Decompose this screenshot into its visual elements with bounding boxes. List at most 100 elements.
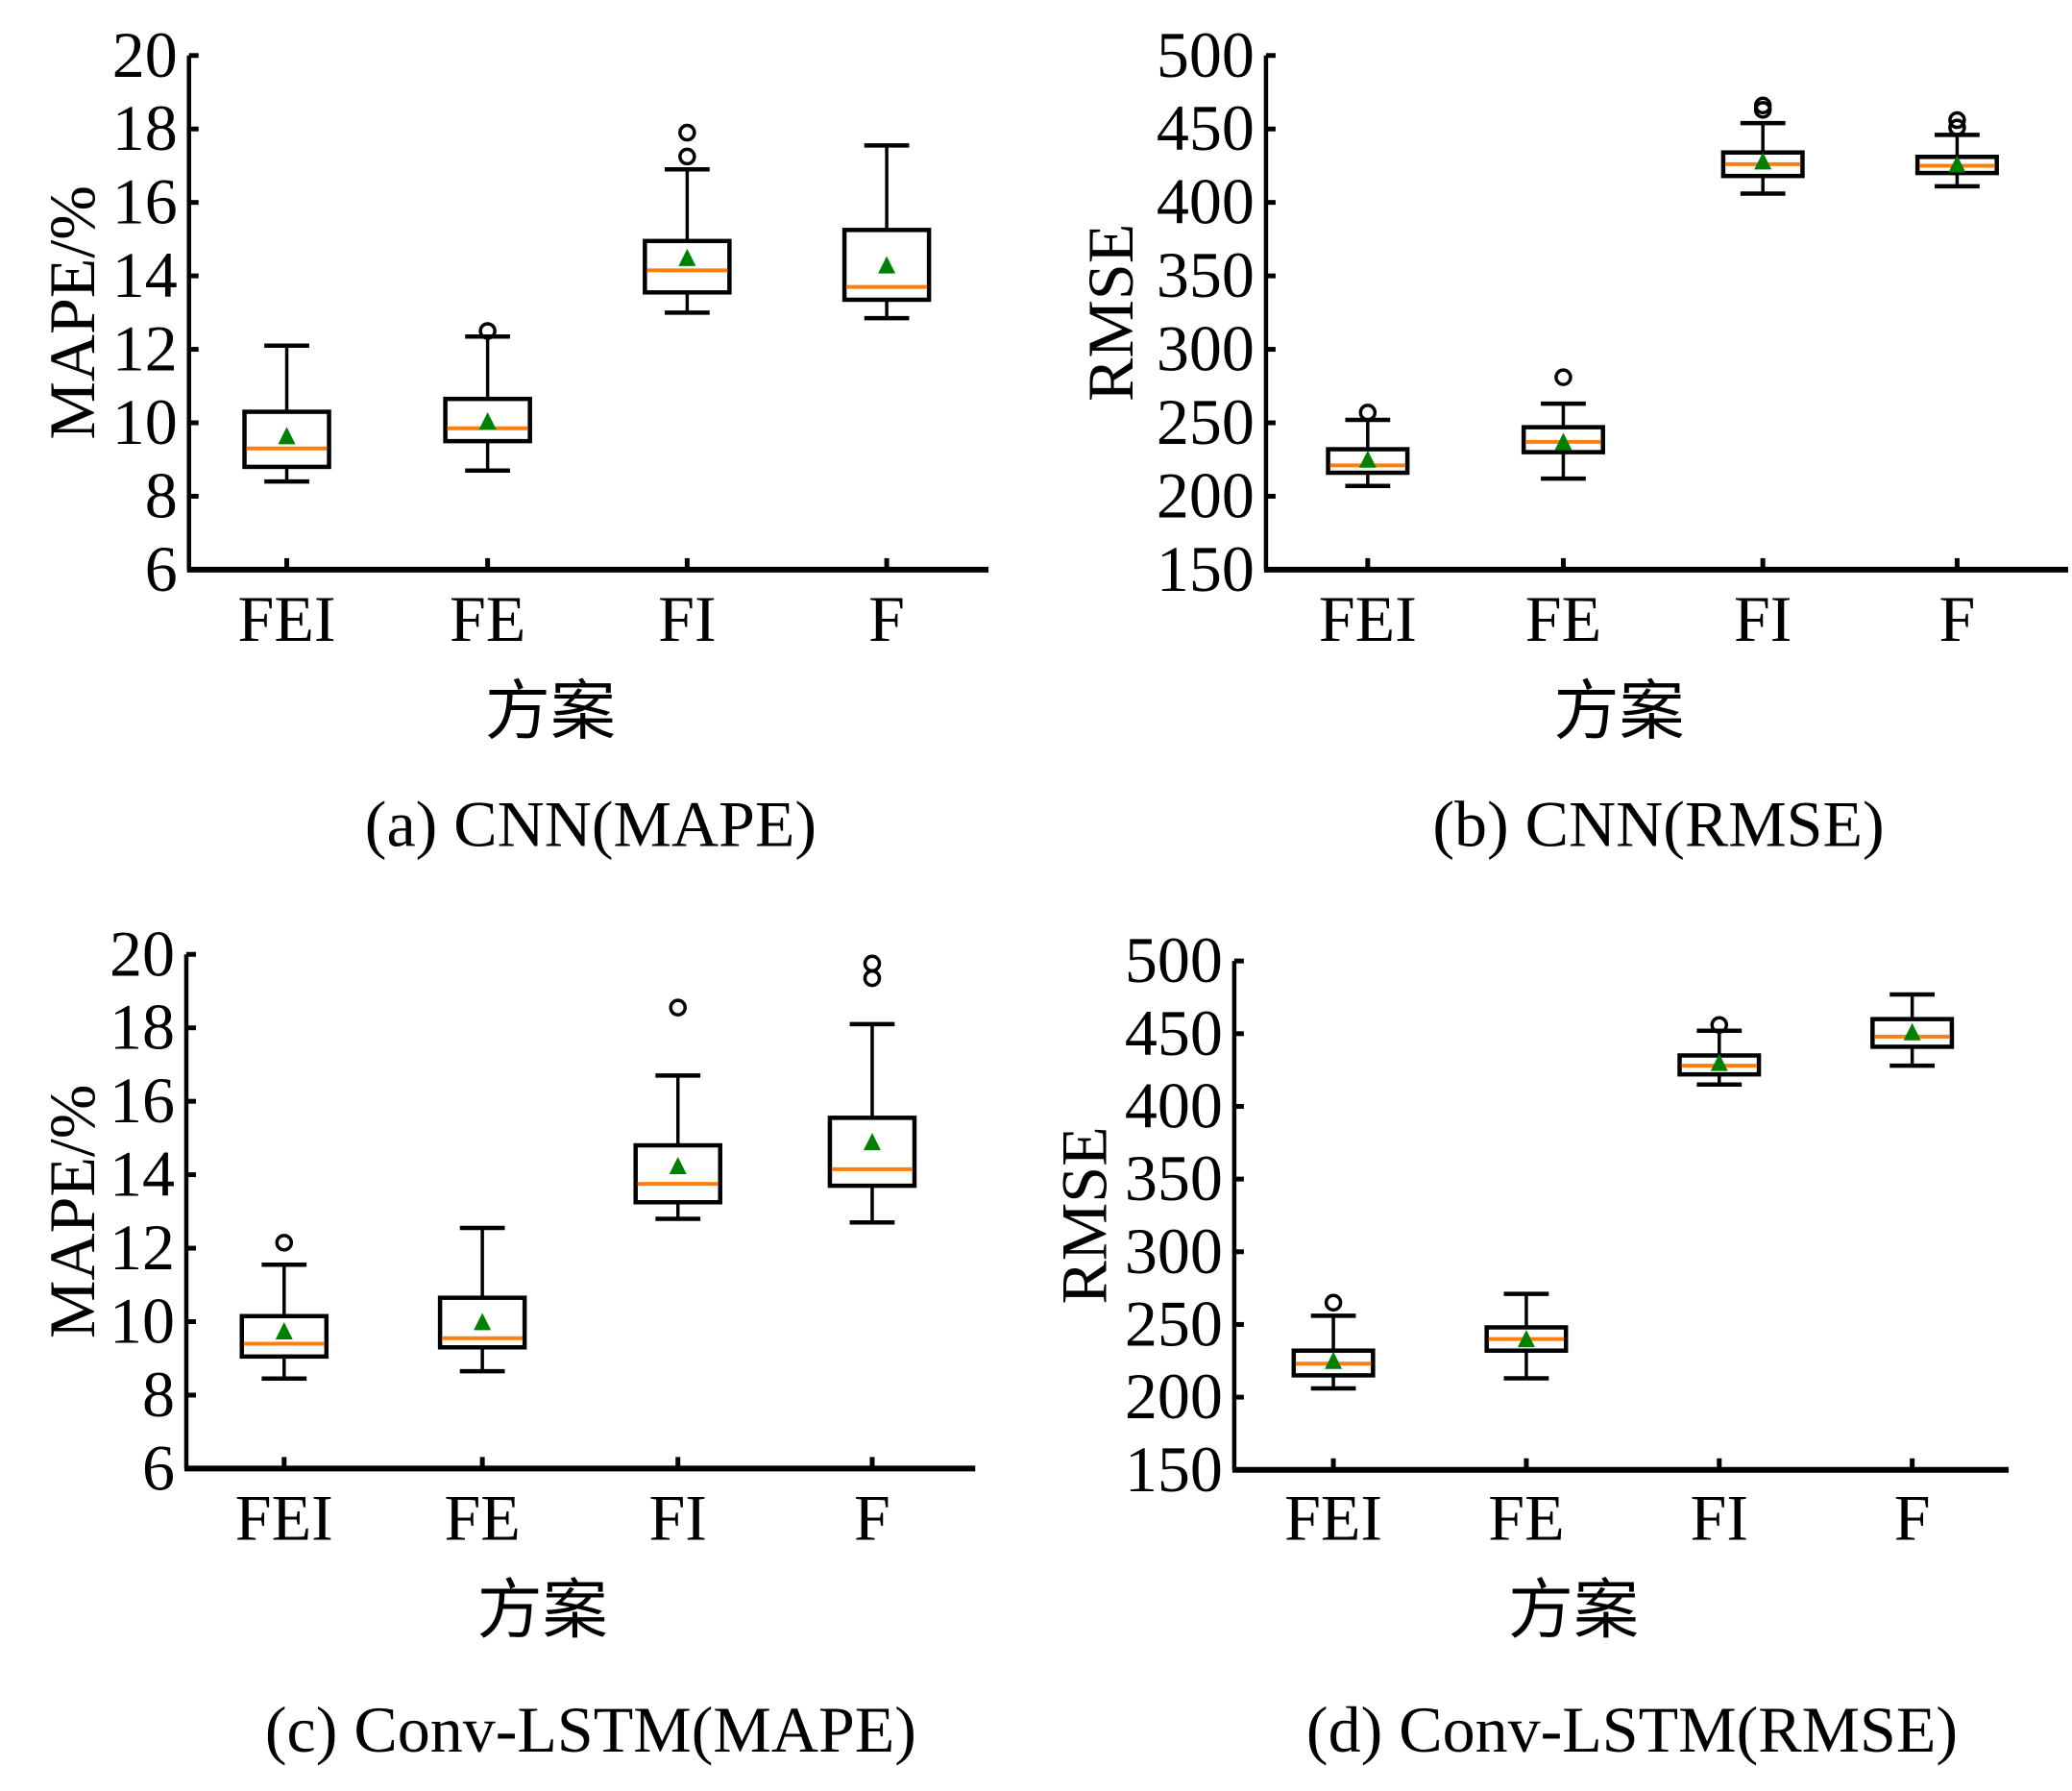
box-FEI <box>242 343 331 484</box>
y-tick-label: 350 <box>1125 1141 1223 1214</box>
outlier-point <box>863 954 882 973</box>
iqr-box <box>443 396 532 444</box>
x-tick-label: FI <box>1691 1482 1748 1555</box>
box-F <box>841 143 932 321</box>
x-tick-label: F <box>868 582 905 655</box>
mean-marker <box>474 1313 492 1331</box>
x-tick-label: FEI <box>1319 582 1417 655</box>
x-axis-title: 方案 <box>477 1574 608 1647</box>
y-tick-label: 12 <box>112 312 178 385</box>
box-FEI <box>1326 404 1410 489</box>
panel-caption: (b) CNN(RMSE) <box>1432 787 1884 860</box>
mean-marker <box>1554 432 1572 451</box>
y-tick-label: 12 <box>110 1211 175 1284</box>
panel-caption: (d) Conv-LSTM(RMSE) <box>1306 1693 1958 1766</box>
y-tick-label: 16 <box>112 165 178 238</box>
box-FEI <box>239 1234 329 1382</box>
outlier-point <box>1753 96 1772 115</box>
outlier-point <box>1710 1016 1729 1034</box>
y-tick-label: 18 <box>112 91 178 164</box>
outlier-point <box>275 1234 294 1252</box>
outlier-point <box>678 123 696 142</box>
mean-marker <box>1948 155 1966 173</box>
x-tick-label: FEI <box>238 582 336 655</box>
mean-marker <box>678 248 696 266</box>
mean-marker <box>1358 450 1377 468</box>
y-tick-label: 8 <box>142 1358 175 1431</box>
y-tick-label: 250 <box>1125 1287 1223 1360</box>
mean-marker <box>669 1156 687 1174</box>
box-FE <box>437 1225 527 1374</box>
mean-marker <box>478 412 497 430</box>
y-tick-label: 450 <box>1157 91 1255 164</box>
x-tick-label: FEI <box>1284 1482 1382 1555</box>
y-tick-label: 200 <box>1157 458 1255 531</box>
outlier-point <box>1554 368 1572 386</box>
mean-marker <box>1903 1022 1921 1041</box>
y-tick-label: 10 <box>110 1285 175 1358</box>
y-tick-label: 400 <box>1125 1068 1223 1141</box>
iqr-box <box>827 1116 917 1189</box>
box-FE <box>1521 368 1605 481</box>
mean-marker <box>1754 152 1772 170</box>
outlier-point <box>669 998 687 1017</box>
panel-caption: (a) CNN(MAPE) <box>365 787 817 860</box>
box-FE <box>1484 1291 1569 1381</box>
y-tick-label: 10 <box>112 385 178 458</box>
mean-marker <box>878 256 896 274</box>
y-tick-label: 300 <box>1125 1214 1223 1288</box>
x-tick-label: FE <box>444 1482 520 1555</box>
x-tick-label: FI <box>648 1482 706 1555</box>
y-tick-label: 20 <box>110 917 175 990</box>
y-tick-label: 16 <box>110 1064 175 1137</box>
box-F <box>1870 992 1955 1068</box>
x-tick-label: F <box>854 1482 890 1555</box>
mean-marker <box>275 1321 293 1339</box>
y-tick-label: 150 <box>1157 532 1255 605</box>
y-tick-label: 500 <box>1125 923 1223 996</box>
y-tick-label: 350 <box>1157 238 1255 311</box>
x-tick-label: FEI <box>235 1482 333 1555</box>
x-tick-label: FE <box>450 582 525 655</box>
mean-marker <box>1517 1330 1535 1348</box>
box-FI <box>643 123 732 315</box>
y-tick-label: 8 <box>145 458 178 531</box>
box-FI <box>1720 96 1805 196</box>
outlier-point <box>1948 110 1966 130</box>
outlier-point <box>1324 1293 1343 1313</box>
y-tick-label: 14 <box>112 238 178 311</box>
y-axis-title: MAPE/% <box>36 185 109 439</box>
outlier-point <box>678 147 696 166</box>
box-FI <box>1677 1016 1762 1088</box>
y-tick-label: 400 <box>1157 165 1255 238</box>
x-axis-title: 方案 <box>485 675 616 748</box>
y-tick-label: 150 <box>1125 1433 1223 1506</box>
iqr-box <box>633 1142 723 1205</box>
mean-marker <box>1325 1351 1343 1369</box>
iqr-box <box>643 238 732 295</box>
outlier-point <box>478 322 497 340</box>
x-axis-title: 方案 <box>1508 1574 1639 1647</box>
panel-caption: (c) Conv-LSTM(MAPE) <box>265 1693 916 1766</box>
outlier-point <box>1948 118 1966 136</box>
x-tick-label: FE <box>1525 582 1601 655</box>
box-F <box>827 954 917 1225</box>
y-tick-label: 250 <box>1157 385 1255 458</box>
y-tick-label: 18 <box>110 991 175 1064</box>
y-tick-label: 20 <box>112 18 178 91</box>
y-tick-label: 6 <box>142 1431 175 1504</box>
outlier-point <box>1358 404 1377 422</box>
y-tick-label: 6 <box>145 532 178 605</box>
x-tick-label: FE <box>1488 1482 1564 1555</box>
mean-marker <box>863 1133 881 1151</box>
y-tick-label: 14 <box>110 1138 175 1211</box>
x-tick-label: FI <box>658 582 716 655</box>
box-F <box>1914 110 1999 189</box>
y-axis-title: RMSE <box>1048 1126 1121 1304</box>
x-axis-title: 方案 <box>1553 675 1684 748</box>
y-tick-label: 300 <box>1157 312 1255 385</box>
